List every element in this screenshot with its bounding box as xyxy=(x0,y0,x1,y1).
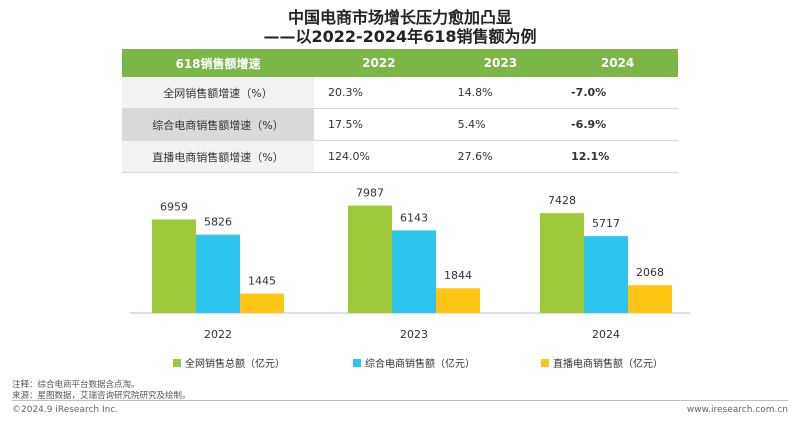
footer-divider xyxy=(12,400,788,401)
chart-subtitle: ——以2022-2024年618销售额为例 xyxy=(263,27,537,46)
table-row: 全网销售额增速（%） 20.3% 14.8% -7.0% xyxy=(122,77,678,109)
legend-swatch-total xyxy=(173,358,181,367)
legend-item-comprehensive: 综合电商销售额（亿元） xyxy=(353,355,475,370)
bar-total-2023 xyxy=(348,205,392,313)
table-header-2023: 2023 xyxy=(443,49,558,77)
bar-total-2024 xyxy=(540,213,584,313)
data-label-comprehensive-2022: 5826 xyxy=(204,216,232,229)
bar-live-2024 xyxy=(628,285,672,313)
legend-item-total: 全网销售总额（亿元） xyxy=(173,355,285,370)
row-label: 直播电商销售额增速（%） xyxy=(122,140,314,173)
bar-comprehensive-2022 xyxy=(196,234,240,313)
data-label-live-2024: 2068 xyxy=(636,266,664,279)
data-label-comprehensive-2023: 6143 xyxy=(400,211,428,224)
chart-title: 中国电商市场增长压力愈加凸显 xyxy=(287,8,512,27)
table-header-metric: 618销售额增速 xyxy=(122,49,314,77)
x-tick-label-2022: 2022 xyxy=(204,328,232,341)
chart-source: 来源：星图数据，艾瑞咨询研究院研究及绘制。 xyxy=(12,391,191,401)
x-tick-label-2024: 2024 xyxy=(592,328,620,341)
data-label-live-2022: 1445 xyxy=(248,275,276,288)
table-header-row: 618销售额增速 2022 2023 2024 xyxy=(122,49,678,77)
bar-total-2022 xyxy=(152,219,196,313)
legend-label-live: 直播电商销售额（亿元） xyxy=(553,359,663,370)
legend-label-total: 全网销售总额（亿元） xyxy=(185,359,285,370)
data-label-live-2023: 1844 xyxy=(444,269,472,282)
legend-item-live: 直播电商销售额（亿元） xyxy=(541,355,663,370)
bar-chart: 6959 5826 1445 2022 7987 6143 1844 2023 7428 5717… xyxy=(130,187,690,341)
bar-comprehensive-2023 xyxy=(392,230,436,313)
cell-2024: -6.9% xyxy=(557,108,678,141)
bar-live-2023 xyxy=(436,288,480,313)
bar-live-2022 xyxy=(240,293,284,313)
table-header-2022: 2022 xyxy=(314,49,444,77)
data-label-comprehensive-2024: 5717 xyxy=(592,217,620,230)
legend-label-comprehensive: 综合电商销售额（亿元） xyxy=(365,359,475,370)
cell-2023: 14.8% xyxy=(443,77,558,109)
table-row: 综合电商销售额增速（%） 17.5% 5.4% -6.9% xyxy=(122,108,678,141)
cell-2022: 124.0% xyxy=(314,140,444,173)
legend-swatch-comprehensive xyxy=(353,358,361,367)
cell-2022: 17.5% xyxy=(314,108,444,141)
data-label-total-2022: 6959 xyxy=(160,200,188,213)
cell-2023: 27.6% xyxy=(443,140,558,173)
data-label-total-2024: 7428 xyxy=(548,194,576,207)
chart-note: 注释：综合电商平台数据含点淘。 xyxy=(12,380,140,390)
footer-website: www.iresearch.com.cn xyxy=(686,405,788,415)
table-row: 直播电商销售额增速（%） 124.0% 27.6% 12.1% xyxy=(122,140,678,173)
row-label: 综合电商销售额增速（%） xyxy=(122,108,314,141)
x-tick-label-2023: 2023 xyxy=(400,328,428,341)
table-header-2024: 2024 xyxy=(557,49,678,77)
data-label-total-2023: 7987 xyxy=(356,187,384,200)
cell-2024: -7.0% xyxy=(557,77,678,109)
cell-2024: 12.1% xyxy=(557,140,678,173)
footer-copyright: ©2024.9 iResearch Inc. xyxy=(12,405,119,415)
cell-2022: 20.3% xyxy=(314,77,444,109)
bar-comprehensive-2024 xyxy=(584,236,628,313)
cell-2023: 5.4% xyxy=(443,108,558,141)
growth-table: 618销售额增速 2022 2023 2024 全网销售额增速（%） 20.3%… xyxy=(122,49,678,173)
legend-swatch-live xyxy=(541,358,549,367)
row-label: 全网销售额增速（%） xyxy=(122,77,314,109)
